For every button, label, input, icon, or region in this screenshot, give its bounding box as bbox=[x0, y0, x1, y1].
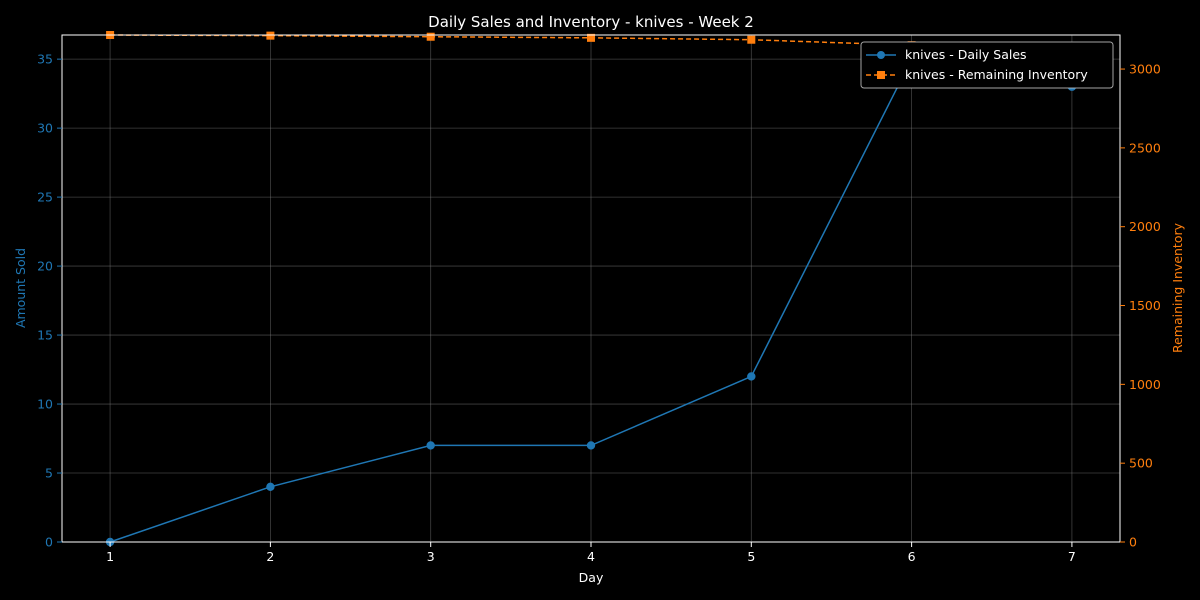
sales-point bbox=[266, 482, 275, 492]
sales-point bbox=[426, 441, 435, 450]
y2-tick-label: 2000 bbox=[1129, 219, 1161, 234]
y2-axis-label: Remaining Inventory bbox=[1170, 222, 1185, 353]
y2-tick-label: 1000 bbox=[1129, 377, 1161, 392]
y2-tick-label: 0 bbox=[1129, 535, 1137, 550]
x-tick-label: 5 bbox=[747, 549, 755, 564]
inventory-point bbox=[747, 35, 756, 44]
grid bbox=[62, 35, 1120, 543]
y-tick-label: 15 bbox=[37, 328, 53, 343]
inventory-point bbox=[266, 31, 275, 40]
chart-title: Daily Sales and Inventory - knives - Wee… bbox=[428, 13, 754, 31]
sales-point bbox=[747, 372, 756, 381]
y-tick-label: 25 bbox=[37, 190, 53, 205]
y-tick-label: 35 bbox=[37, 52, 53, 67]
legend-box bbox=[860, 41, 1114, 89]
legend-marker-inventory bbox=[877, 71, 885, 79]
legend: knives - Daily Sales knives - Remaining … bbox=[860, 41, 1114, 89]
y-tick-label: 5 bbox=[45, 466, 53, 481]
y-tick-label: 0 bbox=[45, 535, 53, 550]
y-tick-label: 20 bbox=[37, 259, 53, 274]
x-axis-label: Day bbox=[579, 570, 604, 585]
y-tick-label: 10 bbox=[37, 397, 53, 412]
y2-tick-label: 3000 bbox=[1129, 62, 1161, 77]
sales-point bbox=[586, 441, 596, 450]
legend-label-sales: knives - Daily Sales bbox=[905, 47, 1027, 62]
x-tick-label: 6 bbox=[908, 549, 916, 564]
legend-label-inventory: knives - Remaining Inventory bbox=[905, 67, 1088, 82]
x-tick-label: 1 bbox=[106, 549, 114, 564]
x-tick-label: 7 bbox=[1068, 549, 1076, 564]
inventory-point bbox=[587, 33, 595, 42]
x-tick-label: 2 bbox=[266, 549, 274, 564]
x-tick-label: 4 bbox=[587, 549, 595, 564]
axes: 1 2 3 4 5 6 7 0 5 10 15 20 25 30 35 0 500 1000 1500 2000 250… bbox=[37, 34, 1161, 564]
inventory-point bbox=[426, 32, 435, 41]
y-tick-label: 30 bbox=[37, 121, 53, 136]
y2-tick-label: 500 bbox=[1129, 456, 1153, 471]
x-tick-label: 3 bbox=[427, 549, 435, 564]
y2-tick-label: 2500 bbox=[1129, 140, 1161, 155]
y2-tick-label: 1500 bbox=[1129, 298, 1161, 313]
y-axis-label: Amount Sold bbox=[13, 248, 28, 328]
legend-marker-sales bbox=[877, 51, 885, 59]
